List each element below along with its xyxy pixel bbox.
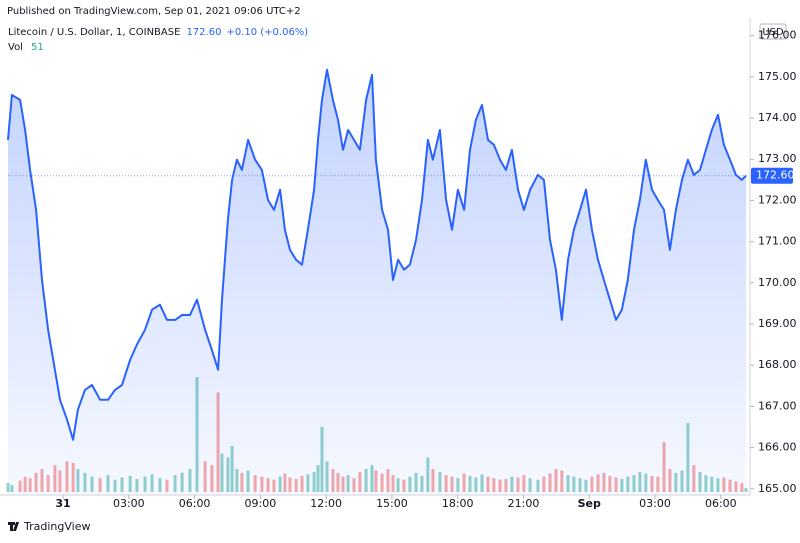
- volume-last: 51: [31, 42, 44, 53]
- x-tick-label: 18:00: [442, 497, 474, 510]
- price-layer: [7, 68, 750, 496]
- volume-bar: [744, 488, 748, 492]
- y-tick-label: 167.00: [758, 399, 797, 412]
- last-price-label: 172.60: [756, 169, 795, 182]
- x-tick-label: 06:00: [179, 497, 211, 510]
- currency-badge: [759, 23, 787, 40]
- currency: USD: [762, 27, 784, 38]
- x-tick-label: 21:00: [508, 497, 540, 510]
- y-tick-label: 175.00: [758, 70, 797, 83]
- published-note: Published on TradingView.com, Sep 01, 20…: [7, 6, 301, 17]
- volume-label: Vol: [8, 42, 23, 53]
- symbol: Litecoin / U.S. Dollar, 1, COINBASE: [8, 27, 180, 38]
- last-price-box: [751, 167, 793, 184]
- header-change: +0.10 (+0.06%): [226, 27, 308, 38]
- y-tick-label: 168.00: [758, 358, 797, 371]
- y-tick-label: 166.00: [758, 441, 797, 454]
- x-tick-label: 03:00: [113, 497, 145, 510]
- x-tick-label: 12:00: [310, 497, 342, 510]
- logo-glyph: [8, 522, 19, 531]
- y-tick-label: 172.00: [758, 193, 797, 206]
- y-tick-label: 174.00: [758, 111, 797, 124]
- y-tick-label: 170.00: [758, 276, 797, 289]
- area-fill: [8, 69, 746, 496]
- header-price: 172.60: [186, 27, 221, 38]
- y-tick-label: 173.00: [758, 152, 797, 165]
- x-tick-label: 03:00: [639, 497, 671, 510]
- x-tick-label: 15:00: [376, 497, 408, 510]
- y-tick-label: 171.00: [758, 235, 797, 248]
- brand-logo: [8, 522, 19, 531]
- x-tick-label: 09:00: [245, 497, 277, 510]
- y-tick-label: 165.00: [758, 482, 797, 495]
- x-tick-label: 31: [55, 497, 70, 510]
- price-line: [7, 68, 747, 441]
- y-tick-label: 176.00: [758, 29, 797, 42]
- x-tick-label: Sep: [578, 497, 601, 510]
- x-tick-label: 06:00: [705, 497, 737, 510]
- brand: TradingView: [23, 520, 90, 533]
- y-tick-label: 169.00: [758, 317, 797, 330]
